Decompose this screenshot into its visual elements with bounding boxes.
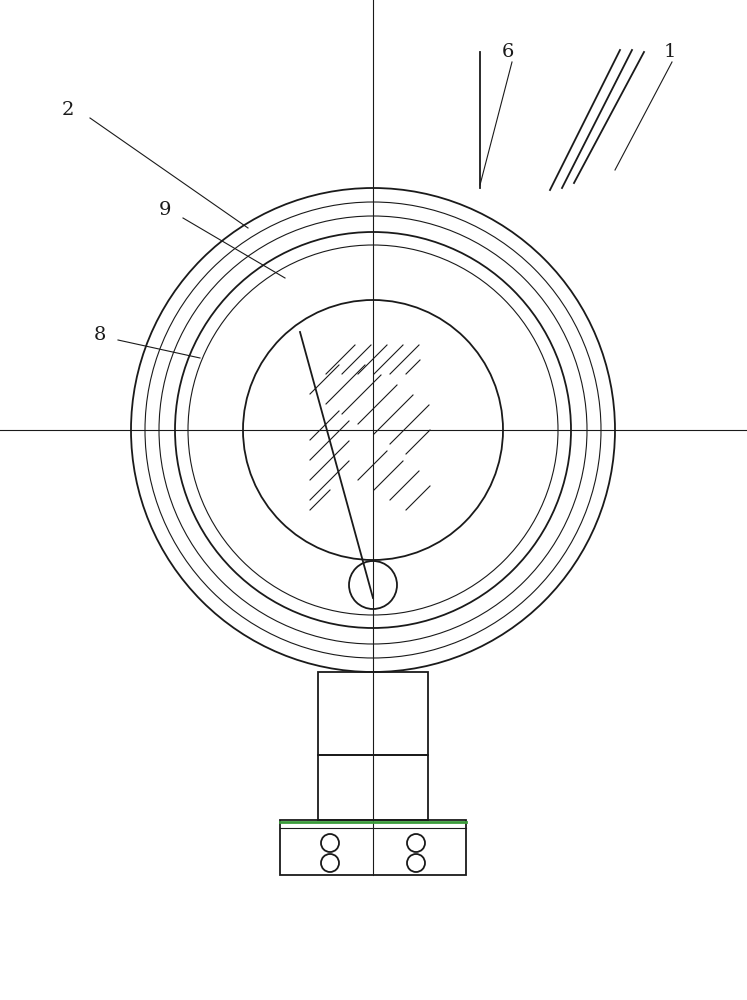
Bar	[318, 755, 428, 820]
Text: 9: 9	[159, 201, 171, 219]
Text: 8: 8	[94, 326, 106, 344]
Text: 6: 6	[502, 43, 514, 61]
Text: 2: 2	[62, 101, 74, 119]
Text: 1: 1	[664, 43, 676, 61]
Bar	[280, 820, 466, 875]
Bar	[318, 672, 428, 755]
